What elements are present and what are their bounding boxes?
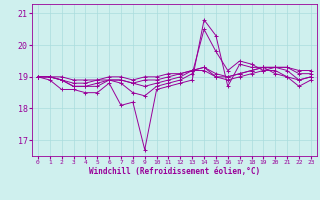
X-axis label: Windchill (Refroidissement éolien,°C): Windchill (Refroidissement éolien,°C) [89,167,260,176]
